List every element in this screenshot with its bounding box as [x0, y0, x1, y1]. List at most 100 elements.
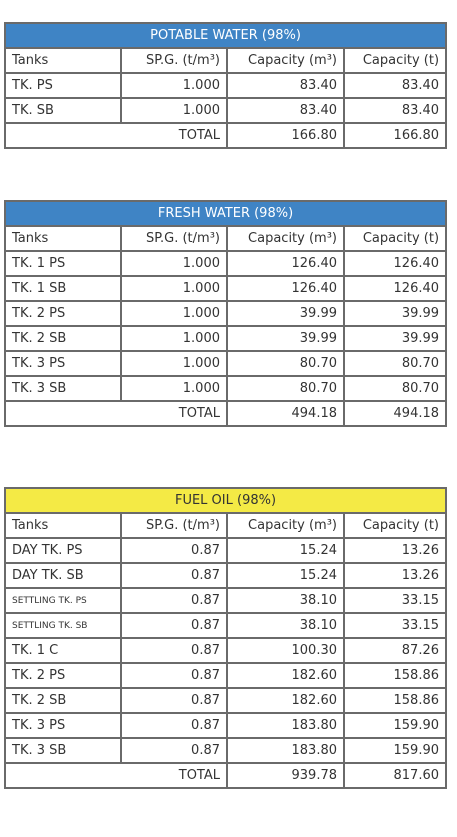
header-cell: Tanks: [4, 225, 122, 252]
header-cell: Capacity (m³): [226, 47, 345, 74]
cell: 126.40: [226, 250, 345, 277]
cell: TK. 3 SB: [4, 375, 122, 402]
header-cell: Capacity (t): [342, 225, 448, 252]
cell: 1.000: [120, 97, 228, 124]
total-cell: TOTAL: [4, 762, 228, 789]
cell: 1.000: [120, 350, 228, 377]
cell: 1.000: [120, 275, 228, 302]
cell: TK. 2 SB: [4, 325, 122, 352]
total-row: TOTAL 939.78 817.60: [4, 762, 447, 789]
cell: 83.40: [226, 97, 345, 124]
header-cell: Capacity (t): [343, 512, 447, 539]
data-row: TK. 1 SB 1.000 126.40 126.40: [4, 275, 448, 302]
table-title: FUEL OIL (98%): [4, 487, 447, 514]
cell: 39.99: [226, 300, 345, 327]
header-cell: SP.G. (t/m³): [120, 47, 228, 74]
cell: 80.70: [342, 350, 448, 377]
header-cell: Capacity (m³): [226, 225, 345, 252]
tank-table: FUEL OIL (98%) Tanks SP.G. (t/m³) Capacity …: [4, 487, 447, 789]
cell: 0.87: [120, 662, 228, 689]
total-cell: 166.80: [226, 122, 345, 149]
cell: 0.87: [120, 712, 228, 739]
cell: 38.10: [226, 612, 345, 639]
cell: 15.24: [226, 537, 345, 564]
cell: 126.40: [342, 275, 448, 302]
cell: 0.87: [120, 687, 228, 714]
total-row: TOTAL 494.18 494.18: [4, 400, 448, 427]
cell: 33.15: [343, 612, 447, 639]
cell: 0.87: [120, 737, 228, 764]
data-row: TK. 3 PS 0.87 183.80 159.90: [4, 712, 447, 739]
cell: 39.99: [342, 300, 448, 327]
data-row: TK. 2 PS 1.000 39.99 39.99: [4, 300, 448, 327]
table-title: POTABLE WATER (98%): [3, 22, 448, 49]
data-row: SETTLING TK. PS 0.87 38.10 33.15: [4, 587, 447, 614]
title-row: FUEL OIL (98%): [4, 487, 447, 514]
total-cell: 494.18: [342, 400, 448, 427]
total-cell: TOTAL: [4, 122, 228, 149]
title-row: POTABLE WATER (98%): [3, 22, 448, 49]
cell: TK. 2 PS: [4, 300, 122, 327]
data-row: TK. 1 PS 1.000 126.40 126.40: [4, 250, 448, 277]
total-cell: TOTAL: [4, 400, 228, 427]
cell: SETTLING TK. PS: [4, 587, 122, 614]
cell: 183.80: [226, 737, 345, 764]
total-cell: 166.80: [342, 122, 448, 149]
cell: TK. 1 PS: [4, 250, 122, 277]
cell: 0.87: [120, 562, 228, 589]
cell: DAY TK. PS: [4, 537, 122, 564]
tank-table: POTABLE WATER (98%) Tanks SP.G. (t/m³) Capa…: [3, 22, 448, 149]
cell: 1.000: [120, 325, 228, 352]
cell: 182.60: [226, 687, 345, 714]
cell: 39.99: [226, 325, 345, 352]
cell: 1.000: [120, 250, 228, 277]
cell: 126.40: [226, 275, 345, 302]
data-row: TK. 2 PS 0.87 182.60 158.86: [4, 662, 447, 689]
header-cell: Tanks: [4, 512, 122, 539]
tank-table: FRESH WATER (98%) Tanks SP.G. (t/m³) Capaci…: [3, 200, 448, 427]
cell: TK. PS: [4, 72, 122, 99]
cell: 0.87: [120, 612, 228, 639]
header-cell: Capacity (m³): [226, 512, 345, 539]
cell: 158.86: [343, 687, 447, 714]
cell: 33.15: [343, 587, 447, 614]
cell: 158.86: [343, 662, 447, 689]
data-row: TK. SB 1.000 83.40 83.40: [4, 97, 448, 124]
cell: 13.26: [343, 537, 447, 564]
header-cell: SP.G. (t/m³): [120, 225, 228, 252]
cell: 83.40: [226, 72, 345, 99]
data-row: SETTLING TK. SB 0.87 38.10 33.15: [4, 612, 447, 639]
cell: TK. 2 SB: [4, 687, 122, 714]
total-row: TOTAL 166.80 166.80: [4, 122, 448, 149]
cell: DAY TK. SB: [4, 562, 122, 589]
cell: 87.26: [343, 637, 447, 664]
cell: 0.87: [120, 637, 228, 664]
cell: TK. 1 C: [4, 637, 122, 664]
cell: TK. 3 SB: [4, 737, 122, 764]
data-row: TK. 3 PS 1.000 80.70 80.70: [4, 350, 448, 377]
title-row: FRESH WATER (98%): [3, 200, 448, 227]
data-row: TK. 3 SB 0.87 183.80 159.90: [4, 737, 447, 764]
cell: 100.30: [226, 637, 345, 664]
cell: 159.90: [343, 737, 447, 764]
header-row: Tanks SP.G. (t/m³) Capacity (m³) Capacity (…: [4, 47, 448, 74]
cell: 83.40: [342, 72, 448, 99]
cell: TK. SB: [4, 97, 122, 124]
cell: TK. 2 PS: [4, 662, 122, 689]
total-cell: 817.60: [343, 762, 447, 789]
cell: 1.000: [120, 72, 228, 99]
data-row: TK. PS 1.000 83.40 83.40: [4, 72, 448, 99]
cell: 182.60: [226, 662, 345, 689]
header-row: Tanks SP.G. (t/m³) Capacity (m³) Capacity (…: [4, 225, 448, 252]
cell: 15.24: [226, 562, 345, 589]
cell: 39.99: [342, 325, 448, 352]
total-cell: 939.78: [226, 762, 345, 789]
header-cell: Capacity (t): [342, 47, 448, 74]
cell: 183.80: [226, 712, 345, 739]
cell: 1.000: [120, 300, 228, 327]
cell: TK. 3 PS: [4, 712, 122, 739]
cell: 83.40: [342, 97, 448, 124]
total-cell: 494.18: [226, 400, 345, 427]
cell: TK. 3 PS: [4, 350, 122, 377]
